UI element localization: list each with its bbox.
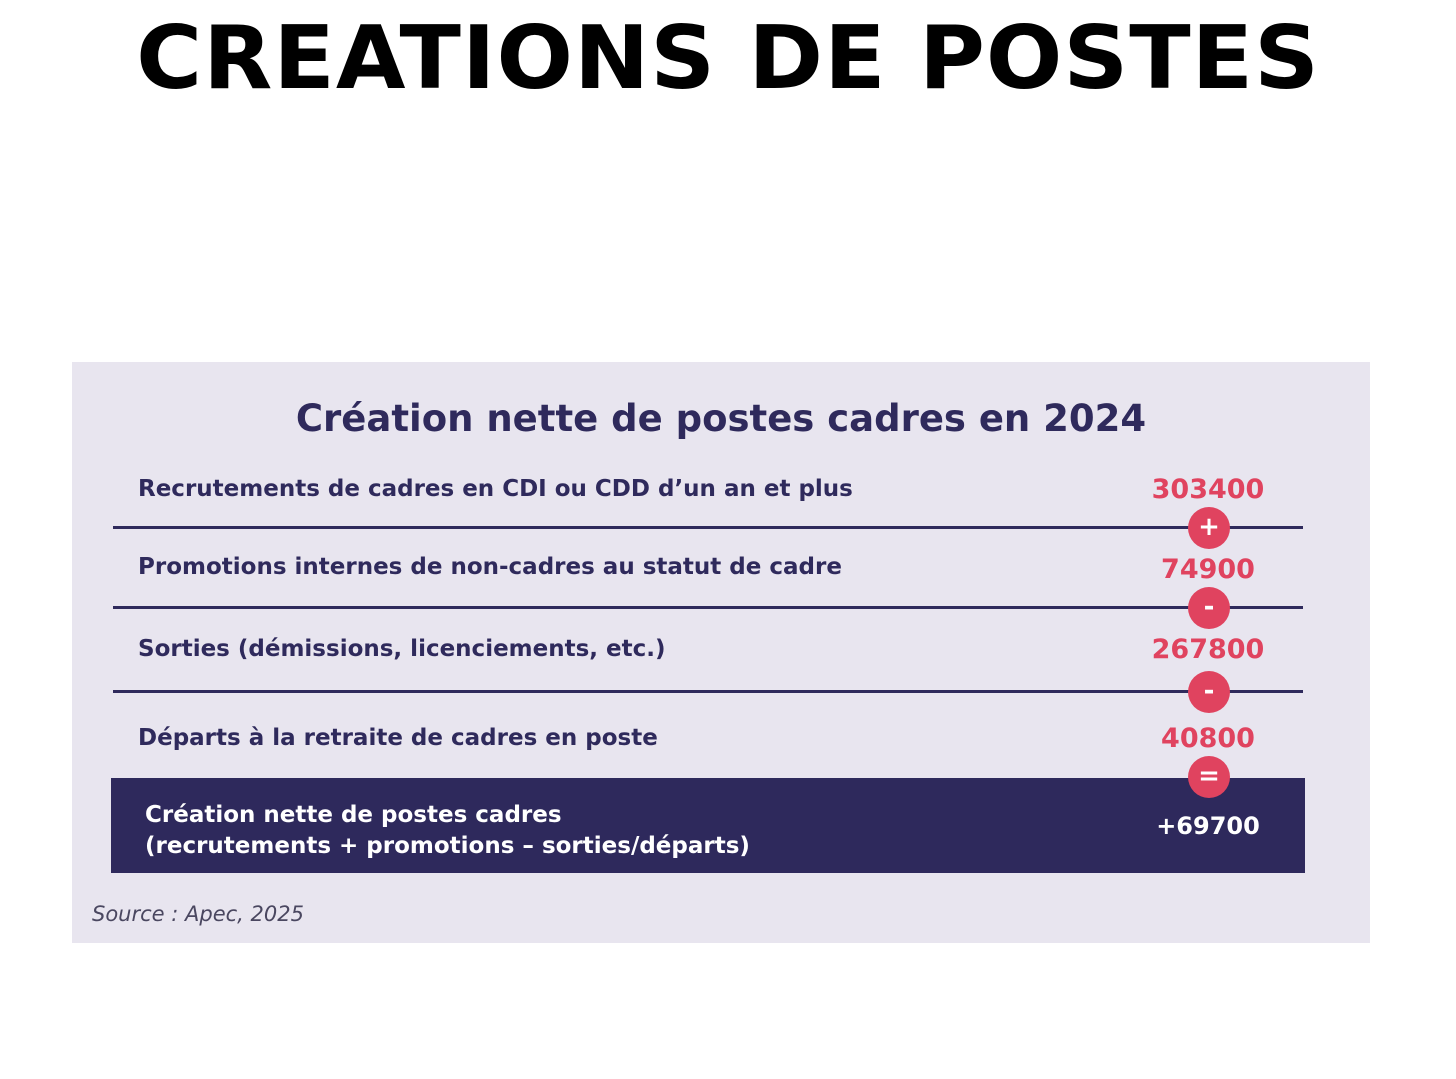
row-label-departs-retraite: Départs à la retraite de cadres en poste (138, 725, 658, 751)
row-divider (113, 690, 1303, 693)
row-label-sorties: Sorties (démissions, licenciements, etc.… (138, 636, 666, 662)
row-value-promotions: 74900 (1161, 554, 1255, 585)
minus-operator-icon: - (1188, 587, 1230, 629)
page-title: CREATIONS DE POSTES (136, 7, 1320, 110)
total-label-line1: Création nette de postes cadres (145, 802, 562, 828)
net-job-creation-card: Création nette de postes cadres en 2024 … (72, 362, 1370, 943)
row-label-promotions: Promotions internes de non-cadres au sta… (138, 554, 842, 580)
plus-operator-icon: + (1188, 507, 1230, 549)
total-label: Création nette de postes cadres (recrute… (145, 800, 750, 862)
total-band: Création nette de postes cadres (recrute… (111, 778, 1305, 873)
equals-operator-icon: = (1188, 756, 1230, 798)
row-label-recrutements: Recrutements de cadres en CDI ou CDD d’u… (138, 476, 853, 502)
minus-operator-icon: - (1188, 671, 1230, 713)
card-title: Création nette de postes cadres en 2024 (295, 397, 1147, 440)
row-divider (113, 526, 1303, 529)
row-value-sorties: 267800 (1151, 634, 1265, 665)
total-value: +69700 (1156, 812, 1260, 840)
total-label-line2: (recrutements + promotions – sorties/dép… (145, 833, 750, 859)
source-note: Source : Apec, 2025 (92, 902, 304, 926)
row-value-recrutements: 303400 (1151, 474, 1265, 505)
row-divider (113, 606, 1303, 609)
row-value-departs-retraite: 40800 (1161, 723, 1255, 754)
